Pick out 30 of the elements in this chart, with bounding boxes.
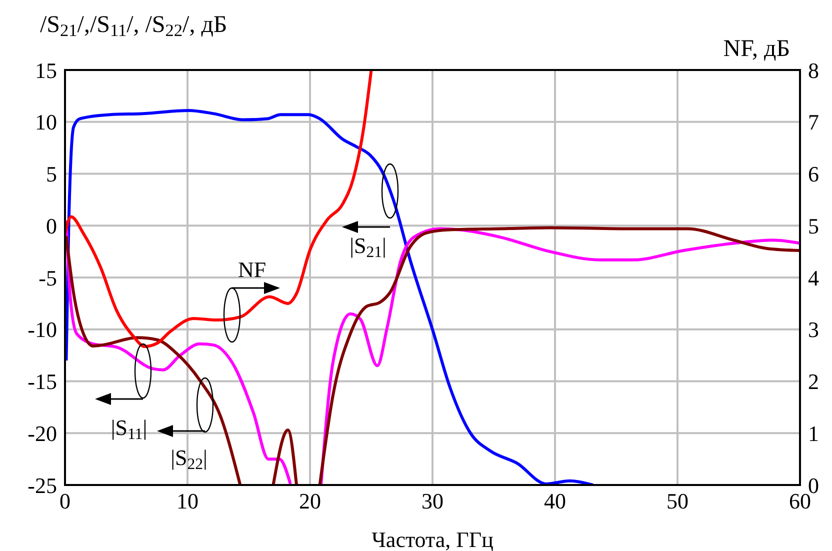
y2-tick-label: 7 <box>808 110 819 135</box>
y-tick-label: -15 <box>28 369 57 394</box>
y-tick-label: 10 <box>35 110 57 135</box>
y2-tick-label: 8 <box>808 58 819 83</box>
y2-tick-label: 5 <box>808 213 819 238</box>
y-tick-label: -20 <box>28 420 57 446</box>
y2-tick-label: 2 <box>808 369 819 394</box>
y-tick-label: -10 <box>28 317 57 342</box>
line-series <box>65 108 594 485</box>
x-axis-title: Частота, ГГц <box>372 527 494 551</box>
y-axis-title: /S$_{21}$/,/S$_{11}$/, /S$_{22}$/, дБ <box>40 12 228 40</box>
annotation: |S$_{11}$| <box>110 415 148 443</box>
annotation: |S$_{21}$| <box>350 233 386 261</box>
y-tick-label: 0 <box>46 213 57 238</box>
y-tick-label: 15 <box>35 58 57 83</box>
x-tick-label: 40 <box>544 488 566 514</box>
x-tick-label: 20 <box>299 488 321 514</box>
y2-tick-label: 3 <box>808 317 819 342</box>
x-tick-label: 30 <box>422 488 444 514</box>
x-tick-label: 10 <box>176 488 198 514</box>
y2-tick-label: 1 <box>808 420 819 446</box>
y2-tick-label: 4 <box>808 265 819 290</box>
x-tick-label: 50 <box>666 488 688 514</box>
annotation: |S$_{22}$| <box>170 445 208 473</box>
y2-tick-label: 6 <box>808 162 819 187</box>
y2-axis-title: NF, дБ <box>723 36 790 62</box>
y-tick-label: 5 <box>46 162 57 187</box>
y-tick-label: -5 <box>38 265 57 290</box>
y-tick-label: -25 <box>28 472 57 498</box>
annotation: NF <box>238 257 266 282</box>
